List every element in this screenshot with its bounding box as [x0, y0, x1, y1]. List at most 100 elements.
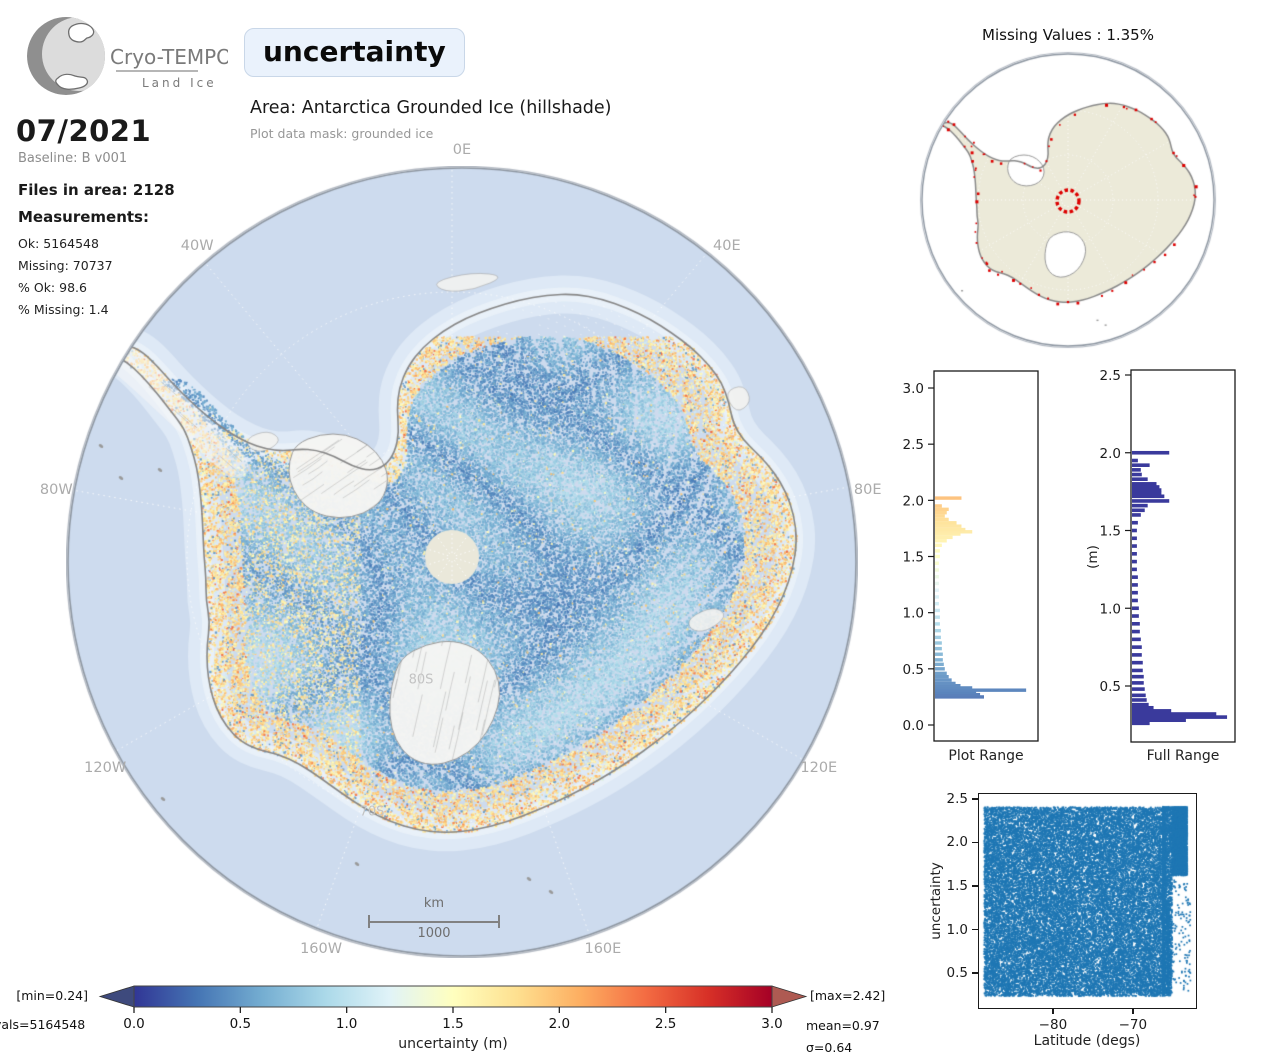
hist-bar — [1132, 559, 1137, 564]
hist-bar — [1132, 583, 1138, 587]
uncertainty-vs-latitude-scatter — [979, 794, 1196, 1008]
plot-range-histogram: 0.0 0.5 1.0 1.5 2.0 2.5 3.0 — [903, 370, 1039, 742]
colorbar-tick-label: 1.5 — [442, 1016, 463, 1032]
hist-bar — [935, 658, 943, 662]
uncertainty-colorbar: 0.0 0.5 1.0 1.5 2.0 2.5 3.0 — [98, 985, 808, 1032]
hist-bar — [1132, 687, 1145, 691]
hist-bar — [1132, 499, 1170, 503]
hist-bar — [1132, 674, 1144, 679]
hist-bar — [1132, 485, 1160, 489]
scalebar-left-tick — [368, 915, 370, 928]
hist-bar — [1132, 715, 1228, 719]
meridian-label-120e: 120E — [800, 760, 838, 776]
hist-bar — [935, 667, 945, 671]
scatter-ytick — [972, 885, 978, 887]
colorbar-tick-label: 2.0 — [549, 1016, 570, 1032]
colorbar-max-label: [max=2.42] — [810, 988, 886, 1003]
hist-bar — [1132, 536, 1137, 541]
scatter-xtick — [1132, 1008, 1134, 1014]
hist-tick-label: 1.5 — [903, 550, 924, 566]
hist-bar — [1132, 450, 1170, 455]
colorbar-min-label: [min=0.24] — [16, 988, 88, 1003]
hist-tick-label: 2.5 — [903, 437, 924, 453]
hist-bar — [1132, 520, 1138, 525]
colorbar-nvals-label: vals=5164548 — [0, 1017, 86, 1032]
hist-bar — [935, 527, 966, 532]
full-range-ylabel: (m) — [1085, 545, 1101, 569]
hist-bar — [1132, 693, 1146, 698]
hist-bar — [1132, 477, 1148, 481]
area-subtitle: Plot data mask: grounded ice — [250, 126, 434, 141]
hist-bar — [1132, 472, 1142, 477]
meridian-label-80e: 80E — [853, 482, 882, 499]
hist-bar — [935, 641, 942, 645]
hist-bar — [1132, 488, 1162, 492]
hist-bar — [1132, 653, 1142, 657]
hist-bar — [935, 683, 961, 688]
logo-antarctica-icon — [55, 73, 89, 90]
missing-values-minimap — [918, 50, 1218, 350]
scatter-ytick-label: 2.0 — [946, 834, 968, 851]
scalebar-right-tick — [498, 915, 500, 928]
hist-bar — [935, 595, 939, 599]
hist-bar — [1132, 494, 1165, 499]
hist-bar — [935, 581, 939, 586]
logo-subtitle: Land Ice — [142, 76, 217, 90]
hist-tick-label: 2.0 — [903, 493, 924, 509]
colorbar-tick-label: 3.0 — [761, 1016, 782, 1032]
antarctica-map-canvas — [66, 166, 858, 958]
hist-bar — [935, 507, 949, 512]
hist-bar — [935, 601, 939, 606]
colorbar-tick-label: 0.0 — [123, 1016, 144, 1032]
hist-bar — [1132, 629, 1140, 634]
hist-bar — [1132, 702, 1149, 707]
hist-bar — [935, 549, 940, 553]
hist-axes — [1130, 369, 1236, 743]
scatter-axes — [978, 793, 1197, 1009]
hist-bar — [1132, 705, 1154, 710]
full-range-histogram: 0.5 1.0 1.5 2.0 2.5 — [1100, 368, 1236, 743]
meridian-label-160e: 160E — [584, 941, 622, 958]
hist-bar — [1132, 712, 1217, 716]
hist-tick-label: 2.0 — [1100, 446, 1121, 462]
hist-bar — [1132, 645, 1142, 649]
hist-bar — [1132, 508, 1145, 513]
hist-bar — [1132, 590, 1138, 595]
colorbar-gradient — [133, 985, 773, 1008]
hist-bar — [1132, 721, 1150, 726]
report-date: 07/2021 — [16, 114, 152, 148]
scatter-xtick-label: −70 — [1118, 1017, 1148, 1033]
hist-bar — [1132, 598, 1138, 603]
hist-bar — [1132, 681, 1144, 685]
hist-tick-label: 0.5 — [1100, 679, 1121, 695]
scalebar-value: 1000 — [417, 926, 451, 941]
variable-badge: uncertainty — [244, 28, 465, 77]
hist-tick-label: 2.5 — [1100, 368, 1121, 384]
parallel-label-80s: 80S — [408, 672, 434, 688]
scatter-xlabel: Latitude (degs) — [1033, 1033, 1141, 1049]
hist-bar — [1132, 668, 1143, 673]
hist-bar — [1132, 660, 1143, 665]
hist-bar — [935, 504, 942, 508]
colorbar-mean-label: mean=0.97 — [806, 1018, 880, 1033]
scatter-ytick — [972, 928, 978, 931]
scatter-ytick — [972, 841, 978, 844]
hist-bar — [935, 652, 943, 656]
hist-tick-label: 1.0 — [903, 606, 924, 622]
logo-title: Cryo-TEMPO — [110, 45, 228, 69]
hist-bar — [1132, 698, 1147, 702]
hist-bar — [1132, 552, 1137, 556]
hist-bar — [1132, 614, 1139, 618]
hist-bar — [935, 662, 944, 667]
scatter-ytick-label: 1.5 — [946, 877, 968, 894]
hist-bar — [935, 514, 945, 518]
hist-bar — [935, 543, 942, 547]
hist-bar — [1132, 463, 1150, 467]
hist-bar — [1132, 567, 1137, 572]
hist-bar — [935, 575, 939, 579]
hist-bar — [935, 561, 939, 565]
hist-tick-label: 0.0 — [903, 718, 924, 734]
hist-bar — [935, 692, 981, 697]
colorbar-under-arrow-icon — [98, 985, 135, 1008]
hist-tick-label: 1.0 — [1100, 601, 1121, 617]
